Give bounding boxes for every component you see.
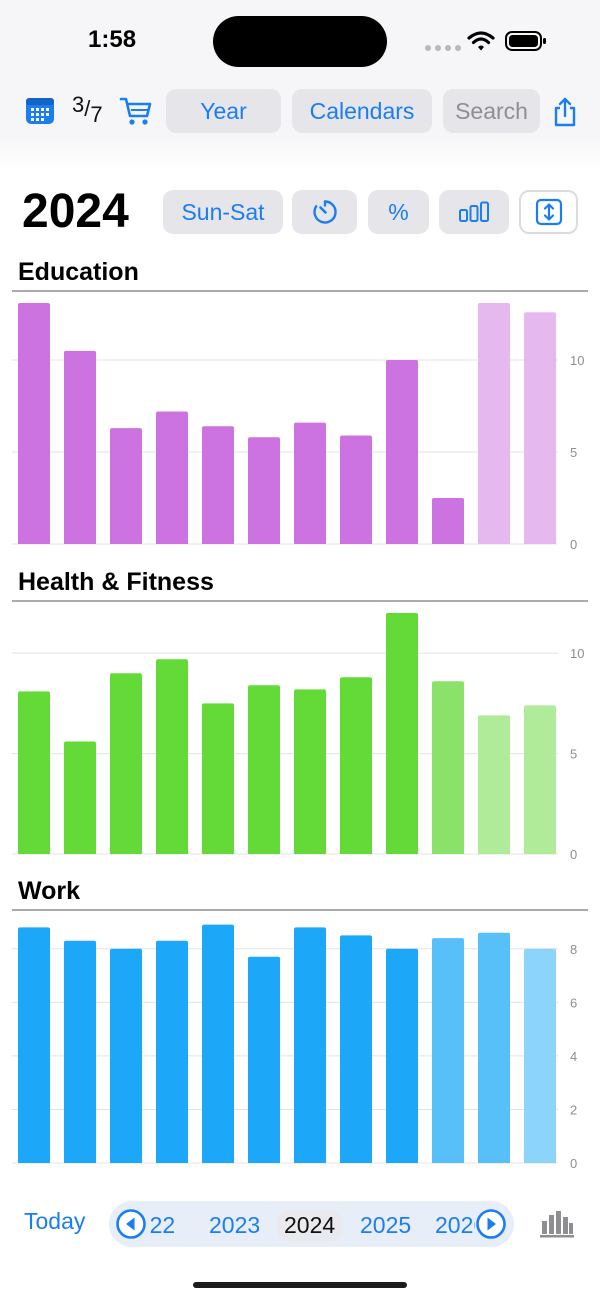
y-tick-label: 2 xyxy=(570,1102,577,1117)
wifi-icon xyxy=(467,31,495,51)
expand-vertical-icon xyxy=(535,198,562,226)
year-option-2024-selected[interactable]: 2024 xyxy=(277,1210,343,1241)
education-bar xyxy=(156,411,188,544)
education-bar xyxy=(386,360,418,544)
timer-button[interactable] xyxy=(292,190,357,234)
y-tick-label: 6 xyxy=(570,995,577,1010)
work-bar xyxy=(340,935,372,1163)
statistics-icon[interactable] xyxy=(539,1209,575,1239)
work-bar xyxy=(110,948,142,1163)
education-bar xyxy=(110,428,142,544)
work-bar xyxy=(18,927,50,1163)
health-bar xyxy=(478,715,510,854)
work-bar xyxy=(156,940,188,1163)
education-bar xyxy=(478,303,510,544)
share-icon[interactable] xyxy=(552,96,578,128)
health-bar xyxy=(340,677,372,854)
health-fitness-chart: 0 5 10 xyxy=(0,600,600,865)
year-option-2022[interactable]: 2022 xyxy=(150,1212,176,1238)
next-year-icon[interactable] xyxy=(475,1208,507,1240)
health-bar xyxy=(386,613,418,854)
y-tick-label: 0 xyxy=(570,537,577,552)
y-tick-label: 0 xyxy=(570,1156,577,1171)
health-bar xyxy=(110,673,142,854)
y-tick-label: 8 xyxy=(570,942,577,957)
year-view-button[interactable]: Year xyxy=(166,89,281,133)
y-tick-label: 10 xyxy=(570,353,584,368)
work-bar xyxy=(64,940,96,1163)
status-time: 1:58 xyxy=(88,26,137,53)
y-tick-label: 4 xyxy=(570,1049,577,1064)
health-bar xyxy=(524,705,556,854)
bar-chart-icon xyxy=(459,201,489,222)
percent-button[interactable]: % xyxy=(368,190,429,234)
health-bar xyxy=(202,703,234,854)
week-range-button[interactable]: Sun-Sat xyxy=(163,190,283,234)
work-bar xyxy=(202,924,234,1163)
work-bar xyxy=(294,927,326,1163)
health-bar xyxy=(156,659,188,854)
education-bar xyxy=(18,303,50,544)
year-scroll-list[interactable]: 2022 2023 2024 2025 2026 xyxy=(150,1203,475,1245)
health-bar xyxy=(432,681,464,854)
fraction-slash: / xyxy=(84,96,91,121)
cart-icon[interactable] xyxy=(119,96,153,126)
work-bar xyxy=(524,948,556,1163)
section-title-education: Education xyxy=(18,258,139,286)
education-bar xyxy=(432,498,464,544)
health-bar xyxy=(248,685,280,854)
search-input[interactable]: Search xyxy=(443,89,540,133)
signal-icon xyxy=(425,45,461,51)
calendar-count-total: 7 xyxy=(90,102,103,127)
health-bar xyxy=(294,689,326,854)
education-chart: 0 5 10 xyxy=(0,290,600,555)
dynamic-island xyxy=(213,16,387,67)
education-bar xyxy=(294,422,326,544)
year-option-2025[interactable]: 2025 xyxy=(360,1212,412,1238)
y-tick-label: 10 xyxy=(570,646,584,661)
health-bar xyxy=(64,741,96,854)
y-tick-label: 5 xyxy=(570,747,577,762)
battery-icon xyxy=(505,31,546,51)
calendars-button[interactable]: Calendars xyxy=(292,89,432,133)
today-button[interactable]: Today xyxy=(24,1208,86,1234)
work-bar xyxy=(432,938,464,1163)
home-indicator xyxy=(193,1282,407,1288)
section-title-work: Work xyxy=(18,877,81,905)
calendar-icon[interactable] xyxy=(24,95,56,127)
timer-icon xyxy=(312,200,337,224)
education-bar xyxy=(248,437,280,544)
work-chart: 0 2 4 6 8 xyxy=(0,909,600,1174)
calendar-count: 3/7 xyxy=(72,92,103,127)
education-bar xyxy=(340,435,372,544)
scale-toggle-button[interactable] xyxy=(519,190,578,234)
year-option-2026[interactable]: 2026 xyxy=(435,1212,475,1238)
work-bar xyxy=(248,956,280,1163)
y-tick-label: 5 xyxy=(570,445,577,460)
y-tick-label: 0 xyxy=(570,847,577,862)
education-bar xyxy=(524,312,556,544)
page-title: 2024 xyxy=(22,185,129,238)
health-bar xyxy=(18,691,50,854)
education-bar xyxy=(64,350,96,544)
work-bar xyxy=(386,948,418,1163)
previous-year-icon[interactable] xyxy=(115,1208,147,1240)
section-title-health-fitness: Health & Fitness xyxy=(18,568,214,596)
calendar-count-selected: 3 xyxy=(72,92,85,117)
education-bar xyxy=(202,426,234,544)
year-option-2023[interactable]: 2023 xyxy=(209,1212,261,1238)
work-bar xyxy=(478,932,510,1163)
bar-chart-toggle-button[interactable] xyxy=(439,190,509,234)
